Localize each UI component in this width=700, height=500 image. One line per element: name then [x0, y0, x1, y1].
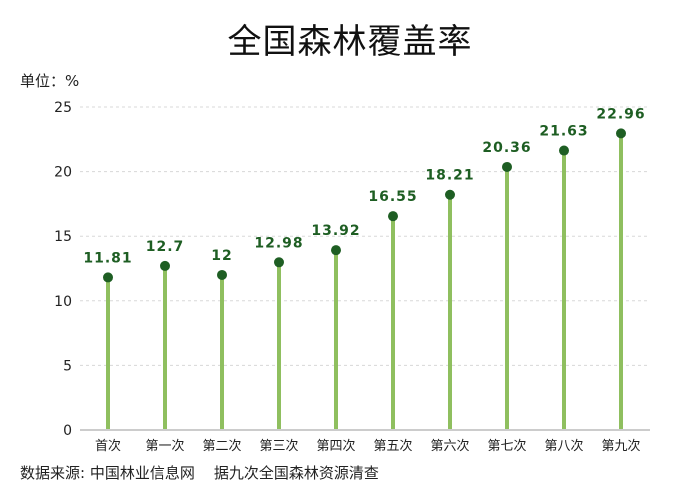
x-tick-label: 第五次	[373, 438, 412, 454]
value-label: 16.55	[368, 189, 417, 205]
data-point-dot	[331, 245, 341, 256]
data-source-note: 数据来源: 中国林业信息网 据九次全国森林资源清查	[20, 464, 379, 482]
data-point-dot	[559, 145, 569, 156]
y-tick-label: 0	[63, 423, 72, 439]
chart-title: 全国森林覆盖率	[227, 22, 473, 62]
lollipop-item: 12.98	[254, 235, 303, 430]
x-tick-label: 第七次	[487, 438, 526, 454]
value-label: 11.81	[83, 250, 132, 266]
lollipop-item: 20.36	[482, 140, 531, 430]
y-axis: 0 5 10 15 20 25	[54, 100, 72, 439]
x-tick-label: 第八次	[544, 438, 583, 454]
y-tick-label: 20	[54, 165, 72, 181]
x-tick-label: 第四次	[316, 438, 355, 454]
y-tick-label: 10	[54, 294, 72, 310]
y-tick-label: 15	[54, 229, 72, 245]
value-label: 12	[211, 248, 232, 264]
data-point-dot	[217, 269, 227, 280]
unit-label: 单位：%	[20, 72, 80, 90]
value-label: 13.92	[311, 223, 360, 239]
x-tick-label: 第二次	[202, 438, 241, 454]
value-label: 18.21	[425, 168, 474, 184]
stems: 11.81 12.7 12 12.98 13.92 16.55 18.21 20.36 21.6…	[83, 106, 645, 430]
x-axis: 首次 第一次 第二次 第三次 第四次 第五次 第六次 第七次 第八次 第九次	[80, 429, 650, 454]
data-point-dot	[103, 272, 113, 283]
lollipop-item: 18.21	[425, 168, 474, 430]
lollipop-item: 12	[211, 248, 232, 430]
gridlines	[80, 106, 650, 366]
x-tick-label: 第三次	[259, 438, 298, 454]
x-tick-label: 第六次	[430, 438, 469, 454]
lollipop-item: 11.81	[83, 250, 132, 430]
lollipop-item: 16.55	[368, 189, 417, 430]
lollipop-item: 13.92	[311, 223, 360, 430]
value-label: 20.36	[482, 140, 531, 156]
data-point-dot	[502, 161, 512, 172]
lollipop-item: 21.63	[539, 124, 588, 430]
lollipop-item: 12.7	[146, 239, 185, 430]
value-label: 22.96	[596, 106, 645, 122]
data-point-dot	[274, 257, 284, 268]
value-label: 12.98	[254, 235, 303, 251]
data-point-dot	[388, 211, 398, 222]
data-point-dot	[445, 189, 455, 200]
x-tick-label: 第九次	[601, 438, 640, 454]
value-label: 12.7	[146, 239, 185, 255]
data-point-dot	[616, 128, 626, 139]
x-tick-label: 第一次	[145, 438, 184, 454]
x-tick-label: 首次	[95, 438, 121, 454]
value-label: 21.63	[539, 124, 588, 140]
y-tick-label: 25	[54, 100, 72, 116]
lollipop-item: 22.96	[596, 106, 645, 430]
data-point-dot	[160, 260, 170, 271]
y-tick-label: 5	[63, 358, 72, 374]
